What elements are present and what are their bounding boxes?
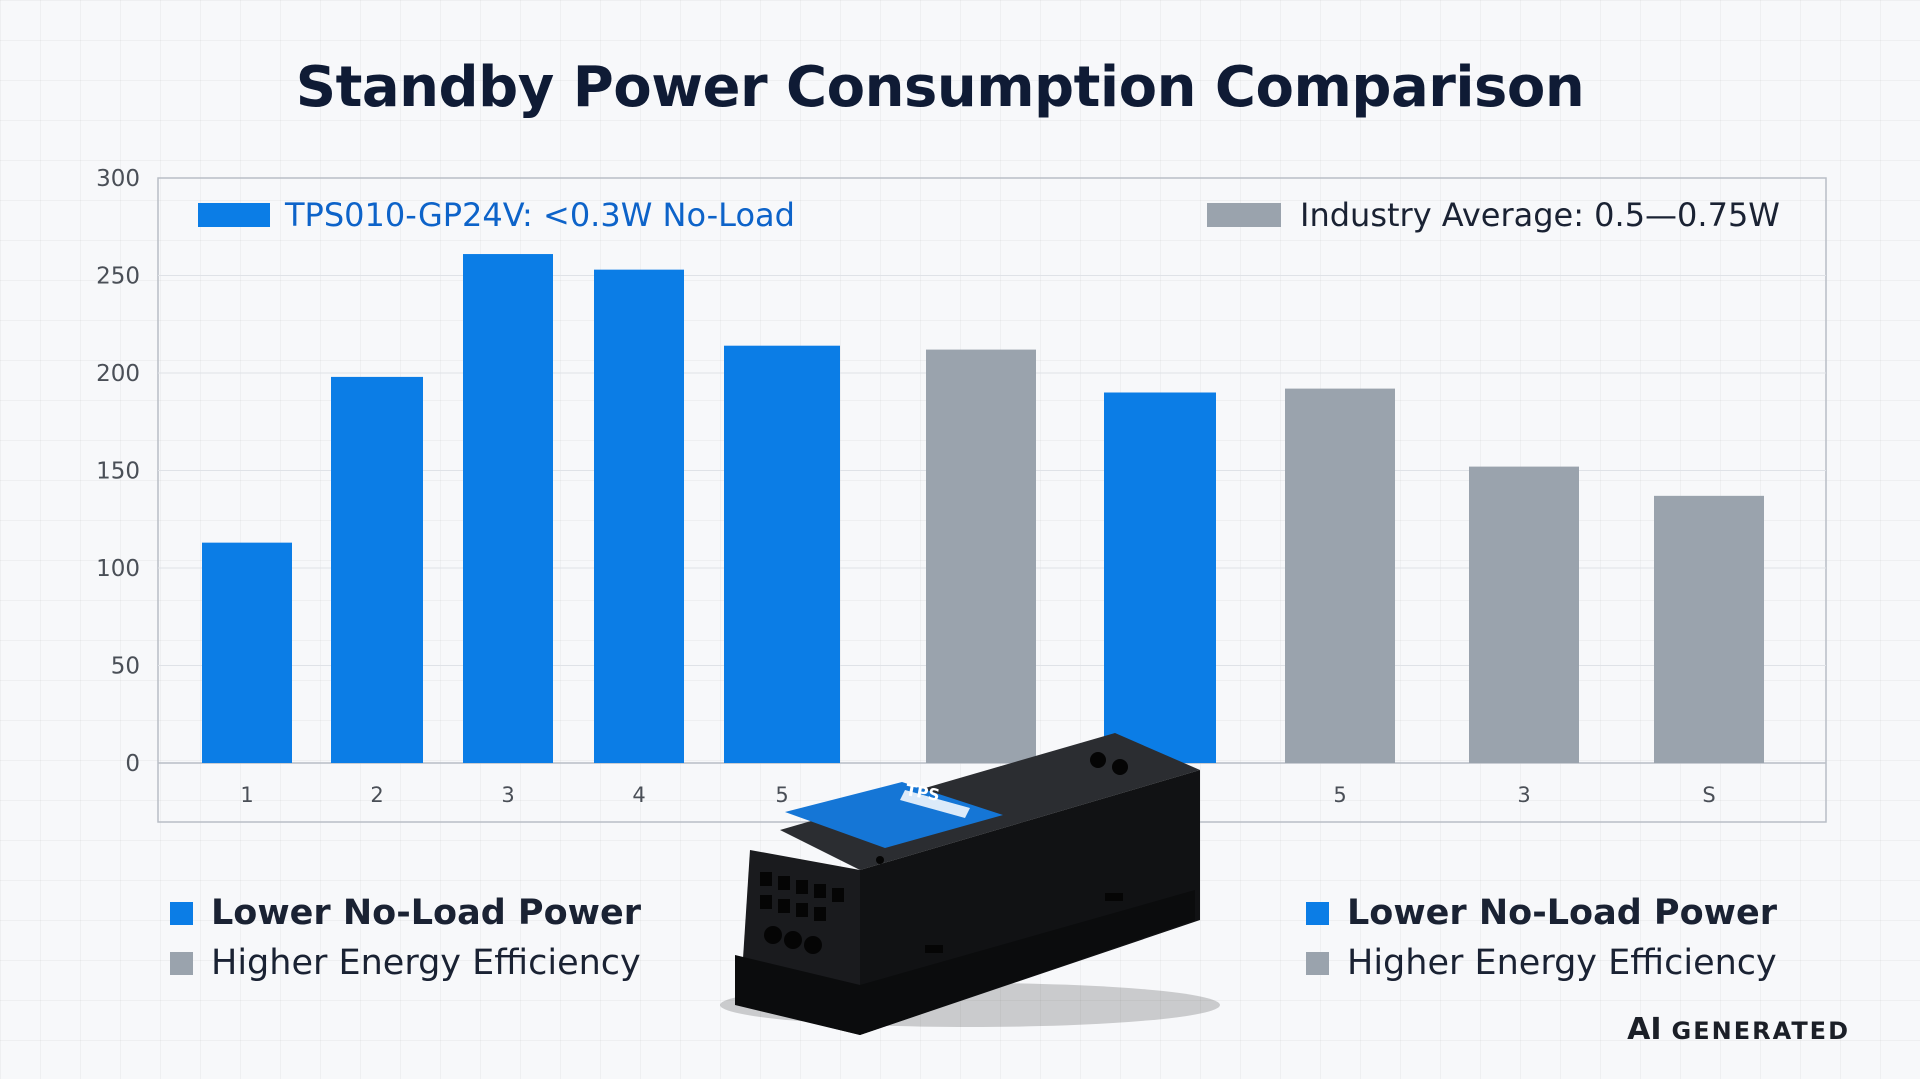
x-tick-label: 5 xyxy=(775,783,788,807)
y-tick-label: 150 xyxy=(96,459,140,485)
gray-swatch xyxy=(1306,951,1329,975)
bar-10 xyxy=(1654,495,1764,763)
chart-title: Standby Power Consumption Comparison xyxy=(295,55,1585,120)
bar-5 xyxy=(724,345,840,763)
y-tick-label: 0 xyxy=(125,751,140,777)
x-tick-label: 3 xyxy=(501,783,514,807)
y-tick-label: 100 xyxy=(96,556,140,582)
legend-swatch-gray xyxy=(1207,203,1281,227)
legend-label-blue: TPS010-GP24V: <0.3W No-Load xyxy=(284,196,795,234)
watermark-text: GENERATED xyxy=(1671,1017,1850,1045)
bar-1 xyxy=(202,542,292,763)
legend-label-gray: Industry Average: 0.5—0.75W xyxy=(1300,196,1780,234)
legend-item-label: Lower No-Load Power xyxy=(211,893,641,933)
bar-8 xyxy=(1285,388,1395,763)
gray-swatch xyxy=(170,951,193,975)
x-tick-label: 2 xyxy=(370,783,383,807)
bottom-legend-right: Lower No-Load Power Higher Energy Effici… xyxy=(1306,888,1777,988)
legend-item: Higher Energy Efficiency xyxy=(170,938,641,988)
legend-item: Lower No-Load Power xyxy=(170,888,641,938)
bottom-legend-left: Lower No-Load Power Higher Energy Effici… xyxy=(170,888,641,988)
legend-swatch-blue xyxy=(198,203,270,227)
x-tick-label: 4 xyxy=(632,783,645,807)
x-tick-label: 3 xyxy=(1517,783,1530,807)
legend-item-label: Higher Energy Efficiency xyxy=(1347,943,1777,983)
bar-6 xyxy=(926,349,1036,763)
legend-item-label: Higher Energy Efficiency xyxy=(211,943,641,983)
bar-9 xyxy=(1469,466,1579,763)
x-tick-label: 5 xyxy=(1333,783,1346,807)
blue-swatch xyxy=(170,901,193,925)
y-tick-label: 250 xyxy=(96,264,140,290)
y-tick-label: 200 xyxy=(96,361,140,387)
y-tick-label: 50 xyxy=(111,654,140,680)
y-tick-label: 300 xyxy=(96,166,140,192)
bar-4 xyxy=(594,269,684,763)
ai-generated-watermark: AI GENERATED xyxy=(1627,1012,1850,1047)
x-tick-label: 1 xyxy=(240,783,253,807)
legend-item-label: Lower No-Load Power xyxy=(1347,893,1777,933)
bar-3 xyxy=(463,254,553,764)
watermark-ai: AI xyxy=(1627,1012,1662,1047)
legend-item: Higher Energy Efficiency xyxy=(1306,938,1777,988)
x-tick-label: S xyxy=(1702,783,1715,807)
legend-item: Lower No-Load Power xyxy=(1306,888,1777,938)
bar-2 xyxy=(331,376,423,763)
bar-7 xyxy=(1104,392,1216,763)
blue-swatch xyxy=(1306,901,1329,925)
